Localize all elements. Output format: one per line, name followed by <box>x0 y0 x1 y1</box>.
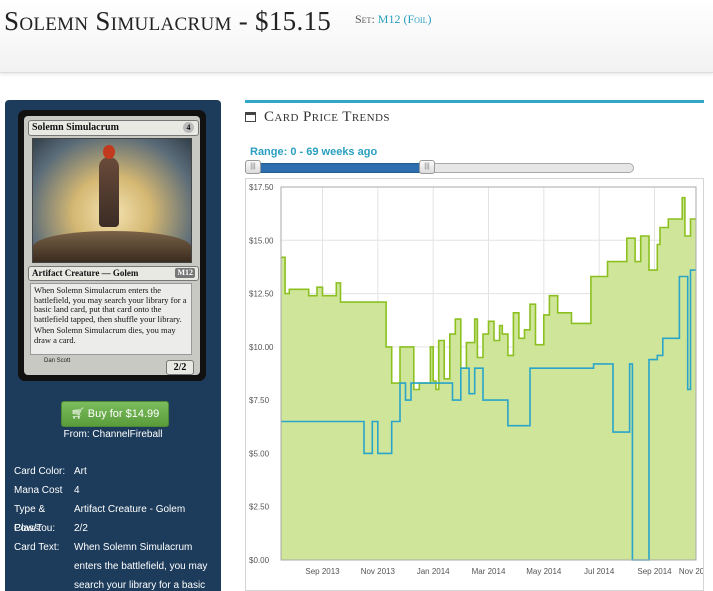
range-slider-handle-end[interactable]: ||| <box>419 160 435 174</box>
detail-label: Mana Cost <box>14 485 63 496</box>
series-1-line <box>281 269 696 561</box>
y-tick-label: $15.00 <box>249 236 274 245</box>
y-tick-label: $17.50 <box>249 183 274 192</box>
card-details: Card Color: Art Mana Cost 4 Type & Class… <box>14 462 219 591</box>
golem-head <box>103 145 115 159</box>
y-tick-label: $12.50 <box>249 290 274 299</box>
detail-label: Type & Class: <box>14 504 46 534</box>
buy-vendor: From: ChannelFireball <box>63 429 163 440</box>
detail-label: Card Color: <box>14 466 66 477</box>
x-tick-label: Nov 2013 <box>361 567 396 576</box>
card-power-toughness: 2/2 <box>166 360 194 375</box>
set-symbol: M12 <box>175 268 195 278</box>
section-divider <box>245 100 704 103</box>
rules-text-2: When Solemn Simulacrum dies, you may dra… <box>34 325 176 345</box>
x-tick-label: Jan 2014 <box>417 567 450 576</box>
x-tick-label: Sep 2013 <box>305 567 340 576</box>
price-trends-panel: Card Price Trends Range: 0 - 69 weeks ag… <box>245 100 704 591</box>
detail-label: Pow/Tou: <box>14 523 56 534</box>
detail-row-cost: Mana Cost 4 <box>14 481 219 500</box>
card-artist: Dan Scott <box>44 358 71 364</box>
cart-icon: 🛒︎ <box>70 408 85 420</box>
detail-value: When Solemn Simulacrum enters the battle… <box>74 542 208 591</box>
x-tick-label: Sep 2014 <box>637 567 672 576</box>
range-slider-fill <box>252 163 432 173</box>
x-tick-label: May 2014 <box>526 567 562 576</box>
buy-button[interactable]: 🛒︎ Buy for $14.99 <box>61 401 169 427</box>
range-slider-handle-start[interactable]: ||| <box>245 160 261 174</box>
card-rules-text: When Solemn Simulacrum enters the battle… <box>30 283 192 355</box>
x-tick-label: Jul 2014 <box>584 567 615 576</box>
price-chart-svg: $0.00 $2.50 $5.00 $7.50 $10.00 $12.50 $15.00 $1… <box>249 183 703 576</box>
set-link[interactable]: M12 (Foil) <box>377 12 432 26</box>
set-info: Set: M12 (Foil) <box>355 12 431 27</box>
card-info-panel: Solemn Simulacrum 4 Artifact Creature — … <box>5 100 221 591</box>
y-tick-label: $0.00 <box>249 556 270 565</box>
calendar-icon <box>245 112 256 122</box>
set-label: Set: <box>355 12 375 26</box>
card-name: Solemn Simulacrum <box>32 122 119 133</box>
trends-title: Card Price Trends <box>264 109 390 125</box>
page-title: Solemn Simulacrum - $15.15 <box>4 6 332 36</box>
hill <box>33 231 191 262</box>
rules-text-1: When Solemn Simulacrum enters the battle… <box>34 285 187 324</box>
page-header: Solemn Simulacrum - $15.15 Set: M12 (Foi… <box>0 0 713 73</box>
card-type-bar: Artifact Creature — Golem M12 <box>28 266 199 281</box>
detail-row-type: Type & Class: Artifact Creature - Golem <box>14 500 219 534</box>
golem-figure <box>99 157 119 227</box>
detail-value: Artifact Creature - Golem <box>74 504 186 515</box>
range-label: Range: 0 - 69 weeks ago <box>250 146 378 158</box>
detail-row-text: Card Text: When Solemn Simulacrum enters… <box>14 538 219 591</box>
plot-border <box>280 186 697 561</box>
y-tick-label: $2.50 <box>249 503 270 512</box>
card-name-bar: Solemn Simulacrum 4 <box>28 120 199 136</box>
y-tick-label: $10.00 <box>249 343 274 352</box>
card-type-line: Artifact Creature — Golem <box>32 268 139 278</box>
series-0-line <box>281 196 696 391</box>
detail-value: 4 <box>74 485 80 496</box>
card-image: Solemn Simulacrum 4 Artifact Creature — … <box>18 110 206 381</box>
series-0-area <box>281 197 696 560</box>
x-tick-label: Mar 2014 <box>472 567 506 576</box>
detail-row-pt: Pow/Tou: 2/2 <box>14 519 219 538</box>
mana-cost-symbol: 4 <box>183 122 194 133</box>
detail-row-color: Card Color: Art <box>14 462 219 481</box>
y-tick-label: $5.00 <box>249 449 270 458</box>
y-tick-label: $7.50 <box>249 396 270 405</box>
detail-label: Card Text: <box>14 542 60 553</box>
x-tick-label: Nov 2014 <box>679 567 703 576</box>
card-frame: Solemn Simulacrum 4 Artifact Creature — … <box>24 116 200 375</box>
card-artwork <box>32 138 192 263</box>
buy-button-label: Buy for $14.99 <box>87 408 160 420</box>
trends-heading: Card Price Trends <box>245 109 390 126</box>
detail-value: 2/2 <box>74 523 88 534</box>
detail-value: Art <box>74 466 87 477</box>
price-chart: $0.00 $2.50 $5.00 $7.50 $10.00 $12.50 $15.00 $1… <box>245 178 704 591</box>
